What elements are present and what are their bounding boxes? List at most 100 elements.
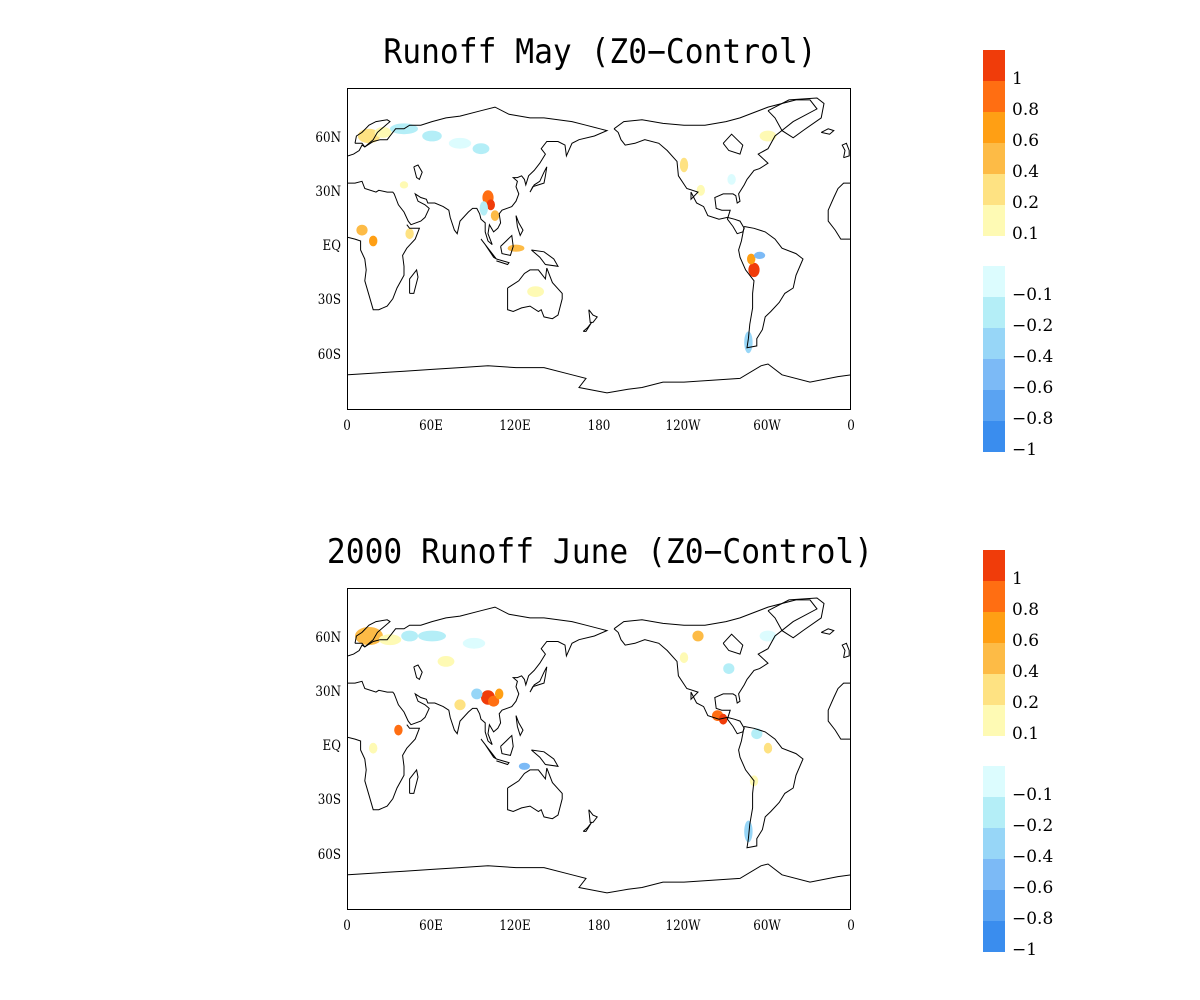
lon-tick-label: 60E xyxy=(419,418,443,434)
anomaly-patch xyxy=(488,695,500,707)
panel-may: Runoff May (Z0−Control) 60N 30N EQ 30S 60S 0… xyxy=(315,32,1054,460)
anomaly-patch xyxy=(378,634,402,646)
anomaly-patch xyxy=(754,251,766,259)
anomaly-patch xyxy=(356,224,368,236)
colorbar-label: 0.2 xyxy=(1012,692,1040,713)
coastline xyxy=(827,182,850,240)
anomaly-patch xyxy=(751,728,763,740)
colorbar-label: 0.4 xyxy=(1012,661,1040,682)
coastline xyxy=(767,97,825,139)
anomaly-patch xyxy=(471,688,483,700)
anomaly-patch xyxy=(748,262,760,278)
coastline xyxy=(820,628,835,635)
colorbar-label: 0.4 xyxy=(1012,161,1040,182)
anomaly-patch xyxy=(486,199,495,211)
coastline xyxy=(515,715,524,737)
colorbar-swatch xyxy=(983,735,1005,767)
anomaly-patch xyxy=(422,130,442,142)
lat-tick-label: 30S xyxy=(317,792,341,809)
lon-tick-label: 60W xyxy=(753,418,781,434)
colorbar-label: −1 xyxy=(1012,440,1038,460)
colorbar xyxy=(983,550,1005,953)
coastline xyxy=(354,119,391,148)
colorbar-swatch xyxy=(983,797,1005,829)
colorbar-label: −0.4 xyxy=(1012,347,1054,368)
coastline xyxy=(582,322,593,332)
colorbar-label: 0.6 xyxy=(1012,130,1040,151)
coastline xyxy=(738,226,804,349)
anomaly-patch xyxy=(472,143,490,155)
coastlines xyxy=(348,97,850,394)
lon-tick-label: 0 xyxy=(343,418,351,434)
lon-tick-label: 60W xyxy=(753,918,781,934)
coastline xyxy=(413,664,423,681)
coastline xyxy=(582,822,593,832)
anomaly-patch xyxy=(759,630,777,642)
lon-tick-label: 120W xyxy=(665,918,701,934)
colorbar-swatch xyxy=(983,204,1005,237)
world-map xyxy=(347,88,851,410)
colorbar-label: 0.6 xyxy=(1012,630,1040,651)
map-title: Runoff May (Z0−Control) xyxy=(383,32,817,72)
colorbar-label: −0.2 xyxy=(1012,316,1054,337)
coastline xyxy=(529,166,548,193)
colorbar-label: −0.2 xyxy=(1012,816,1054,837)
anomaly-patch xyxy=(679,652,689,664)
lat-tick-label: EQ xyxy=(322,238,341,255)
anomaly-patch xyxy=(763,742,773,754)
anomaly-patch xyxy=(369,235,378,247)
coastline xyxy=(613,99,818,235)
colorbar-swatch xyxy=(983,890,1005,922)
coastline xyxy=(767,597,825,639)
anomaly-patch xyxy=(679,157,689,173)
lon-tick-label: 180 xyxy=(587,918,611,934)
coastline xyxy=(588,309,598,323)
coastline xyxy=(841,642,850,659)
colorbar-swatch xyxy=(983,828,1005,860)
colorbar-label: −0.8 xyxy=(1012,909,1054,930)
colorbar-swatch xyxy=(983,580,1005,613)
lat-tick-label: 60N xyxy=(315,129,341,146)
anomaly-patch xyxy=(719,713,728,725)
lon-tick-label: 60E xyxy=(419,918,443,934)
coastline xyxy=(348,606,609,745)
anomaly-patch xyxy=(369,742,378,754)
lon-tick-label: 0 xyxy=(343,918,351,934)
colorbar-label: −1 xyxy=(1012,940,1038,960)
colorbar-swatch xyxy=(983,390,1005,422)
coastline xyxy=(348,724,421,811)
coastline xyxy=(500,234,514,256)
anomaly-patch xyxy=(374,127,392,138)
anomaly-patch xyxy=(744,820,753,843)
colorbar-swatch xyxy=(983,859,1005,891)
anomaly-patch xyxy=(454,699,466,711)
coastline xyxy=(507,767,563,820)
colorbar-swatch xyxy=(983,266,1005,298)
colorbar-swatch xyxy=(983,611,1005,644)
anomaly-patch xyxy=(490,210,500,221)
anomaly-patch xyxy=(401,630,418,642)
anomaly-patch xyxy=(355,627,383,645)
coastline xyxy=(841,142,850,159)
lon-tick-label: 0 xyxy=(847,418,855,434)
lon-tick-label: 120W xyxy=(665,418,701,434)
colorbar-label: 0.8 xyxy=(1012,599,1040,620)
colorbar-label: −0.1 xyxy=(1012,285,1054,306)
colorbar-label: −0.1 xyxy=(1012,785,1054,806)
coastline xyxy=(531,249,559,267)
coastline xyxy=(348,863,850,894)
lat-tick-label: 30S xyxy=(317,292,341,309)
colorbar-label: 0.8 xyxy=(1012,99,1040,120)
anomaly-patch xyxy=(692,630,704,642)
map-canvas xyxy=(348,597,850,894)
anomaly-patch xyxy=(399,181,409,189)
colorbar-swatch xyxy=(983,297,1005,329)
colorbar-label: 0.1 xyxy=(1012,723,1040,744)
anomaly-patch xyxy=(696,184,705,196)
coastlines xyxy=(348,597,850,894)
colorbar-swatch xyxy=(983,111,1005,144)
lat-tick-label: 30N xyxy=(315,183,341,200)
anomaly-patch xyxy=(495,688,504,700)
panel-june: 2000 Runoff June (Z0−Control) 60N 30N EQ 30… xyxy=(0,500,1200,1000)
colorbar-swatch xyxy=(983,235,1005,267)
